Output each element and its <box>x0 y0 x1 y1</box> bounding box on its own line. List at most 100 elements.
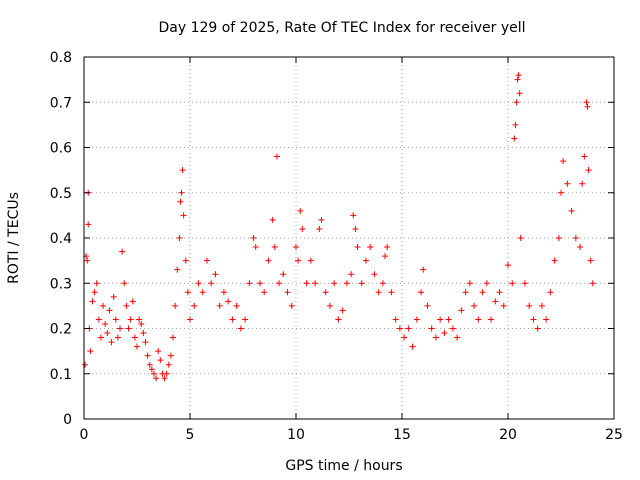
x-tick-label: 0 <box>80 427 89 443</box>
data-points <box>82 72 596 382</box>
data-point <box>229 316 236 323</box>
data-point <box>543 316 550 323</box>
data-point <box>288 302 295 309</box>
data-point <box>583 99 590 106</box>
data-point <box>379 280 386 287</box>
data-point <box>106 307 113 314</box>
data-point <box>492 298 499 305</box>
data-point <box>371 271 378 278</box>
data-point <box>271 244 278 251</box>
data-point <box>505 262 511 269</box>
data-point <box>100 302 107 309</box>
x-tick-label: 5 <box>186 427 195 443</box>
data-point <box>388 289 395 296</box>
data-point <box>121 280 128 287</box>
data-point <box>102 320 109 327</box>
data-point <box>437 316 444 323</box>
data-point <box>134 343 140 350</box>
data-point <box>471 302 478 309</box>
data-point <box>144 352 151 359</box>
y-tick-label: 0 <box>63 412 72 428</box>
data-point <box>405 325 412 332</box>
data-point <box>512 121 519 128</box>
data-point <box>140 330 147 337</box>
data-point <box>184 289 191 296</box>
data-point <box>297 207 304 214</box>
data-point <box>572 235 579 241</box>
data-point <box>220 289 227 296</box>
data-point <box>511 135 518 142</box>
data-point <box>157 357 164 364</box>
data-point <box>155 348 162 355</box>
data-point <box>581 153 588 160</box>
data-point <box>85 221 92 228</box>
data-point <box>560 158 567 165</box>
data-point <box>331 280 338 287</box>
data-point <box>420 266 427 273</box>
y-tick-label: 0.8 <box>50 50 72 66</box>
data-point <box>339 307 346 314</box>
data-point <box>316 225 323 232</box>
data-point <box>142 339 149 346</box>
data-point <box>335 316 342 323</box>
data-point <box>367 244 374 251</box>
data-point <box>195 280 202 287</box>
data-point <box>250 235 257 241</box>
data-point <box>265 257 272 264</box>
data-point <box>526 302 533 309</box>
data-point <box>129 298 136 305</box>
data-point <box>538 302 545 309</box>
data-point <box>585 167 592 174</box>
y-tick-label: 0.1 <box>50 367 72 383</box>
data-point <box>180 212 187 219</box>
data-point <box>280 271 287 278</box>
data-point <box>358 280 365 287</box>
data-point <box>424 302 431 309</box>
data-point <box>307 257 314 264</box>
data-point <box>322 289 329 296</box>
data-point <box>509 280 516 287</box>
data-point <box>256 280 263 287</box>
chart-title: Day 129 of 2025, Rate Of TEC Index for r… <box>158 20 525 36</box>
data-point <box>261 289 268 296</box>
data-point <box>354 244 361 251</box>
data-point <box>409 343 416 350</box>
data-point <box>362 257 369 264</box>
data-point <box>428 325 435 332</box>
data-point <box>587 257 594 264</box>
data-point <box>454 334 461 341</box>
data-point <box>384 244 391 251</box>
data-point <box>551 257 558 264</box>
data-point <box>84 257 91 264</box>
data-point <box>127 316 134 323</box>
data-point <box>547 289 554 296</box>
y-tick-label: 0.2 <box>50 322 72 338</box>
data-point <box>170 334 177 341</box>
data-point <box>483 280 490 287</box>
data-point <box>233 302 240 309</box>
data-point <box>167 352 174 359</box>
data-point <box>515 72 522 79</box>
data-point <box>252 244 259 251</box>
data-point <box>182 257 189 264</box>
data-point <box>273 153 280 160</box>
data-point <box>172 302 179 309</box>
y-tick-label: 0.3 <box>50 276 72 292</box>
data-point <box>136 316 143 323</box>
data-point <box>312 280 319 287</box>
data-point <box>212 271 219 278</box>
data-point <box>479 289 486 296</box>
data-point <box>208 280 215 287</box>
data-point <box>148 366 155 373</box>
data-point <box>146 361 153 368</box>
x-tick-label: 10 <box>287 427 305 443</box>
data-point <box>191 302 198 309</box>
data-point <box>343 280 350 287</box>
data-point <box>558 189 564 196</box>
data-point <box>577 244 584 251</box>
data-point <box>352 225 359 232</box>
data-point <box>449 325 456 332</box>
data-point <box>496 289 503 296</box>
data-point <box>97 334 104 341</box>
